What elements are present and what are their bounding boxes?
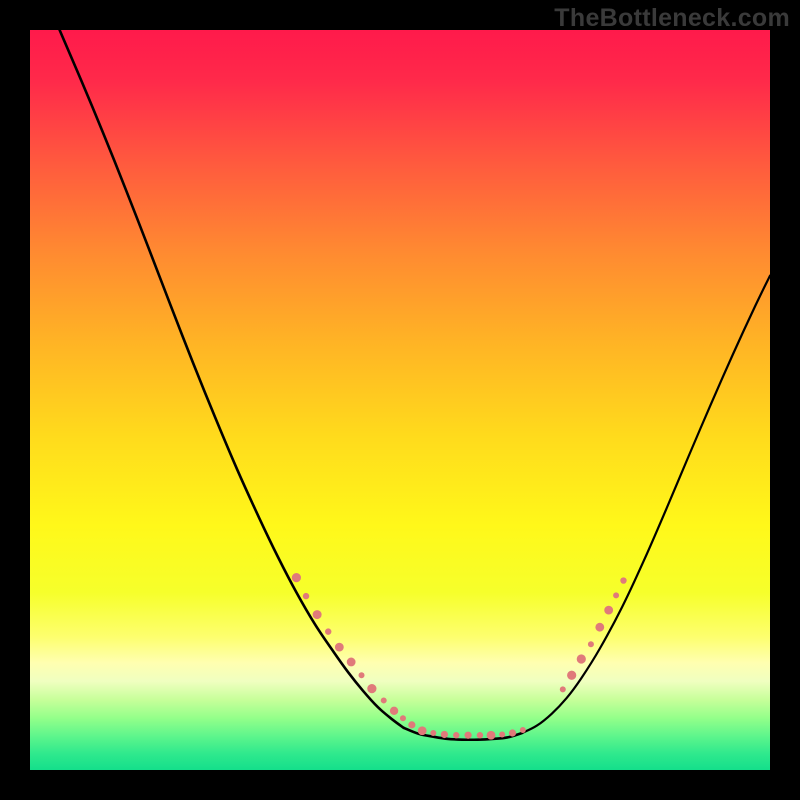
data-marker — [400, 715, 406, 721]
plot-svg — [30, 30, 770, 770]
data-marker — [453, 732, 459, 738]
data-marker — [408, 721, 415, 728]
data-marker — [367, 684, 376, 693]
data-marker — [560, 686, 566, 692]
data-marker — [359, 672, 365, 678]
data-marker — [588, 641, 594, 647]
data-marker — [477, 732, 483, 738]
data-marker — [390, 707, 398, 715]
data-marker — [613, 592, 619, 598]
watermark-text: TheBottleneck.com — [554, 4, 790, 33]
data-marker — [347, 658, 356, 667]
data-marker — [509, 729, 516, 736]
data-marker — [620, 577, 626, 583]
data-marker — [464, 732, 471, 739]
data-marker — [520, 727, 526, 733]
data-marker — [325, 628, 331, 634]
data-marker — [567, 671, 576, 680]
background-gradient — [30, 30, 770, 770]
data-marker — [441, 731, 448, 738]
data-marker — [487, 731, 496, 740]
data-marker — [604, 606, 613, 615]
chart-stage: TheBottleneck.com — [0, 0, 800, 800]
data-marker — [430, 730, 436, 736]
data-marker — [303, 593, 309, 599]
data-marker — [499, 731, 505, 737]
data-marker — [577, 654, 586, 663]
data-marker — [292, 573, 301, 582]
data-marker — [335, 643, 344, 652]
data-marker — [313, 610, 322, 619]
data-marker — [418, 726, 427, 735]
data-marker — [381, 697, 387, 703]
data-marker — [595, 623, 604, 632]
plot-area — [30, 30, 770, 770]
